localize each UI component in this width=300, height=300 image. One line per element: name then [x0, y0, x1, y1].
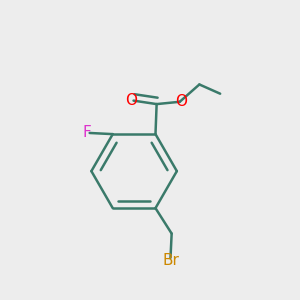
Text: Br: Br [162, 253, 179, 268]
Text: F: F [82, 125, 91, 140]
Text: O: O [125, 93, 137, 108]
Text: O: O [175, 94, 187, 109]
